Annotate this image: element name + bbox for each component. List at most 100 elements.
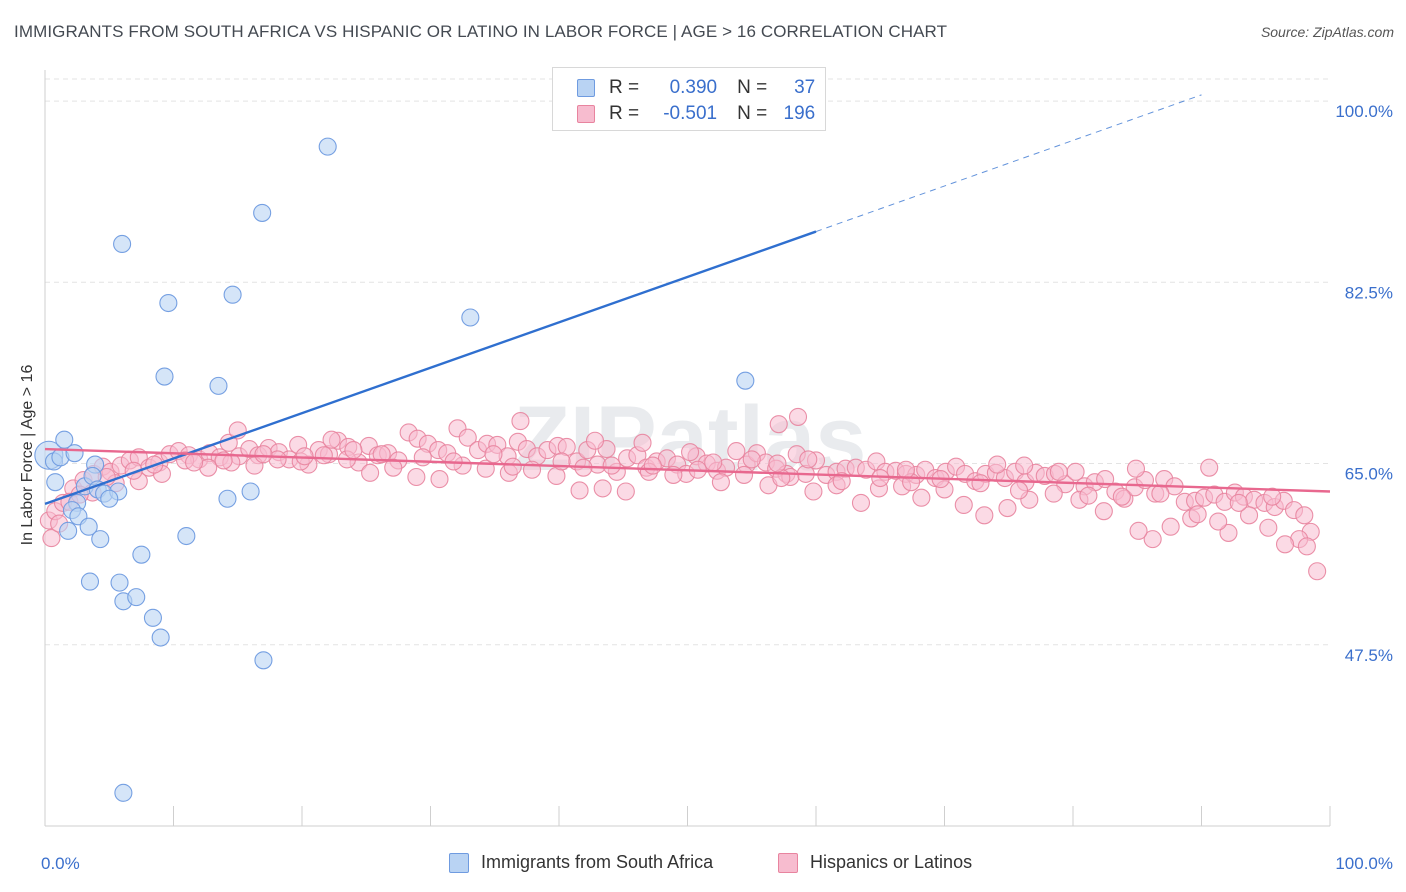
hispanics-point [1275, 535, 1295, 554]
south-africa-point [65, 444, 84, 463]
hispanics-point [633, 433, 652, 452]
hispanics-point [912, 488, 931, 507]
south-africa-point [241, 482, 260, 501]
hispanics-point [570, 481, 589, 500]
legend-n-label: N = [737, 103, 768, 124]
hispanics-point [1308, 562, 1327, 581]
hispanics-point [804, 482, 823, 501]
hispanics-point [998, 499, 1017, 518]
south-africa-point [100, 489, 119, 508]
hispanics-point [1263, 487, 1282, 506]
hispanics-point [1126, 459, 1146, 478]
hispanics-point [1151, 484, 1170, 503]
legend-r-value: 0.390 [669, 77, 718, 98]
bottom-legend-label: Hispanics or Latinos [810, 852, 973, 872]
legend-swatch-blue [577, 79, 595, 97]
south-africa-point [59, 521, 78, 540]
south-africa-trend-line [44, 230, 817, 506]
hispanics-point [788, 407, 808, 426]
hispanics-point [1066, 462, 1085, 481]
hispanics-point [1143, 530, 1162, 549]
hispanics-point [1209, 512, 1228, 531]
hispanics-point [1044, 484, 1063, 503]
hispanics-point [1259, 518, 1278, 537]
south-africa-point [218, 489, 237, 508]
hispanics-point [1049, 462, 1068, 481]
legend-r-label: R = [609, 103, 640, 124]
south-africa-point [110, 573, 129, 592]
hispanics-point [727, 442, 746, 461]
hispanics-point [896, 460, 916, 479]
series-hispanics-points [39, 407, 1327, 581]
hispanics-point [1112, 487, 1131, 506]
south-africa-point [177, 526, 196, 546]
hispanics-point [511, 412, 530, 431]
hispanics-point [361, 463, 380, 482]
hispanics-point [711, 473, 730, 492]
hispanics-point [384, 458, 403, 477]
south-africa-point [254, 651, 273, 670]
south-africa-point [127, 588, 146, 607]
hispanics-point [484, 445, 503, 464]
series-south-africa-points [34, 137, 755, 802]
hispanics-point [704, 453, 723, 472]
gridlines [45, 78, 1330, 646]
south-africa-point [113, 234, 132, 254]
hispanics-point [975, 506, 994, 525]
hispanics-point [971, 474, 990, 493]
bottom-legend-item-south-africa: Immigrants from South Africa [449, 852, 713, 873]
south-africa-point [461, 308, 480, 327]
trend-lines [44, 94, 1331, 506]
x-tick-label-max: 100.0% [1335, 854, 1393, 873]
legend-swatch-pink [577, 105, 595, 123]
south-africa-point [736, 371, 755, 390]
hispanics-point [458, 428, 477, 447]
hispanics-trend-line [44, 447, 1331, 493]
hispanics-point [503, 457, 522, 476]
hispanics-point [954, 495, 973, 515]
south-africa-point [155, 367, 174, 386]
hispanics-point [851, 493, 871, 512]
hispanics-point [1161, 517, 1180, 536]
south-africa-point [318, 137, 337, 156]
south-africa-point [159, 293, 178, 313]
hispanics-point [430, 470, 449, 489]
hispanics-point [185, 453, 204, 472]
hispanics-point [1229, 493, 1248, 512]
hispanics-point [1200, 458, 1219, 477]
hispanics-point [1009, 481, 1029, 500]
hispanics-point [734, 465, 754, 484]
south-africa-point [55, 430, 74, 449]
y-axis-label: In Labor Force | Age > 16 [19, 364, 36, 546]
hispanics-point [1129, 521, 1148, 540]
hispanics-point [616, 482, 635, 501]
hispanics-point [322, 430, 341, 449]
hispanics-point [1295, 506, 1314, 525]
hispanics-point [593, 479, 612, 498]
bottom-legend-item-hispanics: Hispanics or Latinos [778, 852, 972, 873]
south-africa-point [209, 376, 228, 395]
south-africa-trend-extension [815, 94, 1202, 233]
south-africa-point [223, 285, 242, 304]
south-africa-point [91, 530, 110, 549]
legend-n-value: 37 [794, 77, 816, 98]
hispanics-point [643, 456, 662, 475]
hispanics-point [254, 445, 273, 464]
legend-n-label: N = [737, 77, 768, 98]
bottom-legend-swatch-blue [449, 852, 469, 873]
hispanics-point [1079, 486, 1098, 505]
hispanics-point [413, 448, 432, 467]
hispanics-point [585, 431, 605, 450]
hispanics-point [1239, 506, 1259, 525]
legend-row-hispanics: R = -0.501 N = 196 [577, 101, 815, 127]
legend-r-label: R = [609, 77, 640, 98]
legend-n-value: 196 [783, 103, 816, 124]
y-tick-labels: 100.0% 82.5% 65.0% 47.5% [1335, 102, 1393, 665]
hispanics-point [372, 445, 391, 464]
south-africa-point [80, 572, 100, 591]
x-tick-labels: 0.0% 100.0% [41, 854, 1393, 873]
south-africa-point [46, 473, 65, 492]
chart-source: Source: ZipAtlas.com [1260, 24, 1394, 40]
bottom-legend-swatch-pink [778, 852, 798, 873]
hispanics-point [1188, 505, 1207, 524]
